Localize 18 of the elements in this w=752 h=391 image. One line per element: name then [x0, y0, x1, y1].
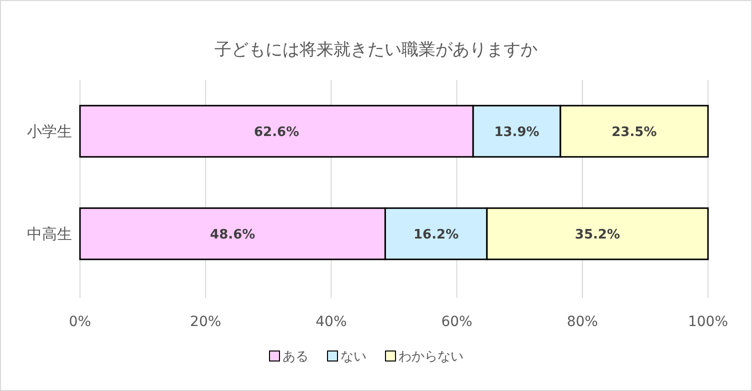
- x-tick-label: 80%: [566, 314, 598, 330]
- x-tick-label: 0%: [68, 314, 92, 330]
- legend-label: ある: [282, 350, 308, 365]
- text: 35.2%: [574, 227, 620, 242]
- text: 23.5%: [612, 124, 657, 140]
- text: 16.2%: [414, 227, 459, 242]
- legend-label: わからない: [398, 350, 464, 365]
- text: 62.6%: [254, 124, 300, 140]
- y-tick-label: 中高生: [27, 225, 72, 243]
- text: 13.9%: [494, 124, 540, 140]
- x-tick-label: 20%: [190, 314, 222, 330]
- legend-label: ない: [340, 350, 366, 365]
- text: 48.6%: [210, 227, 256, 242]
- x-tick-label: 40%: [316, 314, 347, 330]
- y-tick-label: 小学生: [27, 122, 72, 140]
- x-tick-label: 60%: [441, 314, 472, 330]
- x-tick-label: 100%: [688, 314, 728, 330]
- chart-title: 子どもには将来就きたい職業がありますか: [214, 40, 538, 60]
